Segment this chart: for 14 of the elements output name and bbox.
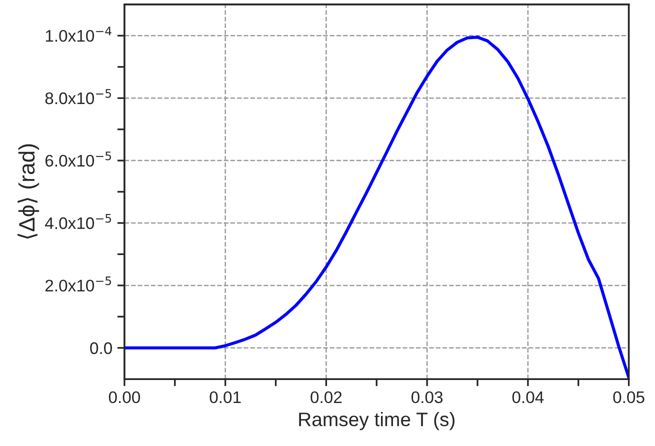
y-tick-label: 2.0x10$^{−5}$ [45,276,112,292]
x-tick-label: 0.05 [613,391,644,404]
y-tick-label: 0.0 [90,342,112,354]
y-tick-label: 6.0x10$^{−5}$ [45,152,112,167]
y-axis-title: ⟨Δϕ⟩ (rad) [18,144,40,239]
x-tick-label: 0.01 [210,391,241,404]
x-tick-label: 0.00 [108,391,140,404]
x-axis-title: Ramsey time T (s) [299,412,454,430]
x-tick-label: 0.04 [512,391,544,404]
y-tick-label: 4.0x10$^{−5}$ [45,214,112,230]
x-tick-label: 0.03 [411,391,443,404]
y-tick-label: 1.0x10$^{−4}$ [46,26,112,42]
y-tick-label: 8.0x10$^{−5}$ [45,89,112,104]
x-tick-label: 0.02 [310,391,342,404]
